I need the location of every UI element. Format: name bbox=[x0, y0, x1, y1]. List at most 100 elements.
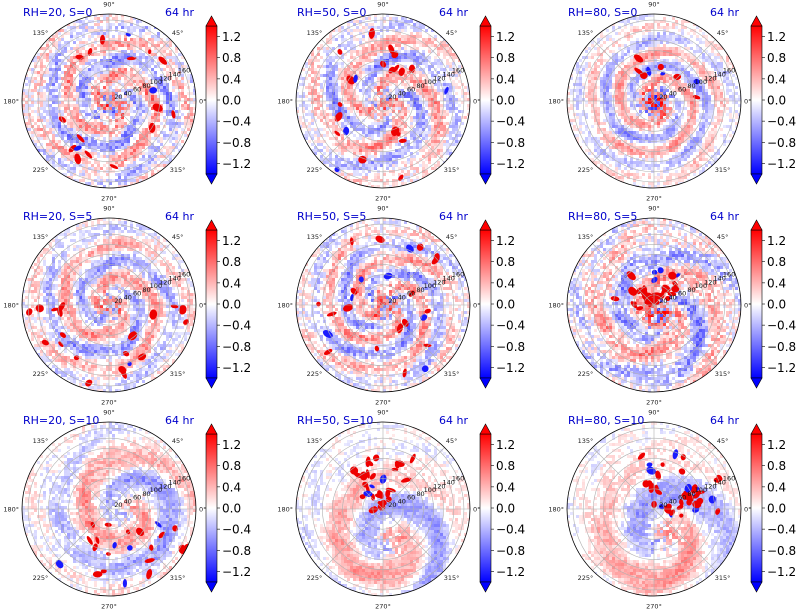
field bbox=[567, 422, 741, 596]
convective-cell bbox=[359, 471, 368, 481]
convective-cell bbox=[690, 484, 698, 494]
convective-cell bbox=[158, 531, 166, 539]
convective-cell bbox=[422, 343, 432, 348]
radial-tick-label: 40 bbox=[669, 293, 677, 301]
theta-tick-label: 0° bbox=[744, 98, 751, 106]
colorbar-tick-label: −0.8 bbox=[496, 544, 525, 558]
polar-grid bbox=[296, 14, 470, 188]
convective-cell bbox=[178, 304, 187, 315]
colorbar-tick-label: 0.8 bbox=[767, 459, 786, 473]
plot-boundary bbox=[566, 217, 742, 393]
colorbar-tick-label: 0.4 bbox=[767, 276, 786, 290]
plot-boundary bbox=[295, 13, 471, 189]
panel-time-label: 64 hr bbox=[165, 210, 194, 223]
convective-cell bbox=[350, 287, 358, 295]
radial-tick-label: 80 bbox=[687, 286, 695, 294]
colorbar-tick-label: 1.2 bbox=[767, 30, 786, 44]
polar-panel: 0°45°90°135°180°225°270°315°20 40 60 80 1001… bbox=[548, 409, 796, 611]
theta-tick-label: 315° bbox=[715, 574, 731, 582]
colorbar-tick-label: −1.2 bbox=[767, 361, 796, 375]
radial-tick-label: 120 bbox=[159, 482, 171, 490]
colorbar-tick-label: 1.2 bbox=[222, 30, 241, 44]
convective-cell bbox=[676, 504, 684, 510]
colorbar-tick-label: −0.4 bbox=[767, 115, 796, 129]
colorbar-extend-max bbox=[479, 15, 492, 27]
convective-cell bbox=[127, 545, 133, 551]
radial-tick-label: 60 bbox=[133, 86, 141, 94]
convective-cell bbox=[149, 544, 154, 552]
radial-tick-label: 140 bbox=[442, 274, 454, 282]
convective-cell bbox=[372, 454, 380, 462]
theta-tick-label: 45° bbox=[446, 233, 458, 241]
radial-tick-label: 100 bbox=[695, 78, 707, 86]
radial-tick-label: 140 bbox=[442, 478, 454, 486]
convective-cell bbox=[424, 308, 431, 314]
theta-tick-label: 0° bbox=[199, 302, 206, 310]
radial-tick-label: 80 bbox=[687, 490, 695, 498]
convective-cell bbox=[375, 235, 385, 243]
radial-tick-label: 20 bbox=[659, 297, 667, 305]
theta-tick-label: 0° bbox=[199, 98, 206, 106]
theta-tick-label: 270° bbox=[375, 603, 391, 611]
panel-title: RH=20, S=5 bbox=[23, 210, 92, 223]
convective-cell bbox=[112, 542, 117, 549]
convective-cell bbox=[99, 34, 105, 45]
convective-cell bbox=[394, 461, 400, 469]
radial-tick-label: 160 bbox=[452, 271, 464, 279]
polar-panel: 0°45°90°135°180°225°270°315°20 40 60 80 1001… bbox=[277, 409, 525, 611]
radial-tick-label: 60 bbox=[407, 86, 415, 94]
colorbar-tick-label: 0.0 bbox=[767, 94, 786, 108]
polar-panel: 0°45°90°135°180°225°270°315°20 40 60 80 1001… bbox=[3, 409, 251, 611]
panel-time-label: 64 hr bbox=[710, 210, 739, 223]
theta-tick-label: 315° bbox=[715, 370, 731, 378]
convective-cell bbox=[377, 490, 384, 499]
convective-cell bbox=[678, 468, 686, 475]
radial-tick-label: 160 bbox=[178, 475, 190, 483]
theta-tick-label: 315° bbox=[444, 574, 460, 582]
theta-tick-label: 45° bbox=[446, 437, 458, 445]
radial-tick-label: 120 bbox=[159, 74, 171, 82]
theta-tick-label: 270° bbox=[101, 603, 117, 611]
theta-tick-label: 135° bbox=[578, 437, 594, 445]
colorbar-tick-label: −1.2 bbox=[222, 361, 251, 375]
colorbar-extend-max bbox=[479, 423, 492, 435]
convective-cell bbox=[334, 130, 341, 136]
colorbar-tick-label: −1.2 bbox=[496, 565, 525, 579]
convective-cell bbox=[675, 272, 681, 278]
radial-tick-label: 60 bbox=[678, 290, 686, 298]
colorbar-tick-label: −0.8 bbox=[496, 340, 525, 354]
convective-cell bbox=[646, 462, 653, 467]
convective-cell bbox=[135, 527, 145, 537]
colorbar-gradient bbox=[479, 433, 492, 583]
theta-tick-label: 45° bbox=[172, 437, 184, 445]
colorbar: 1.2 0.8 0.4 0.0 −0.4 −0.8 −1.2 bbox=[205, 423, 251, 593]
theta-tick-label: 315° bbox=[444, 370, 460, 378]
field bbox=[22, 218, 196, 392]
colorbar-gradient bbox=[750, 25, 763, 175]
colorbar-tick-label: 0.4 bbox=[222, 72, 241, 86]
colorbar: 1.2 0.8 0.4 0.0 −0.4 −0.8 −1.2 bbox=[750, 219, 796, 389]
theta-tick-label: 270° bbox=[375, 195, 391, 203]
convective-cell bbox=[444, 86, 449, 95]
convective-cell bbox=[637, 452, 646, 460]
convective-cell bbox=[122, 578, 127, 588]
radial-tick-label: 160 bbox=[723, 271, 735, 279]
convective-cell bbox=[73, 355, 80, 361]
convective-cell bbox=[657, 63, 664, 71]
radial-tick-label: 20 bbox=[388, 501, 396, 509]
polar-panel: 0°45°90°135°180°225°270°315°20 40 60 80 1001… bbox=[548, 205, 796, 407]
theta-tick-label: 180° bbox=[3, 98, 19, 106]
convective-cell bbox=[374, 345, 380, 352]
convective-cell bbox=[148, 49, 152, 54]
theta-tick-label: 315° bbox=[170, 574, 186, 582]
theta-tick-label: 180° bbox=[3, 302, 19, 310]
colorbar-extend-min bbox=[205, 173, 218, 185]
convective-cell bbox=[369, 472, 376, 480]
radial-tick-label: 140 bbox=[713, 70, 725, 78]
radial-tick-label: 100 bbox=[424, 282, 436, 290]
theta-tick-label: 135° bbox=[578, 29, 594, 37]
polar-grid bbox=[567, 14, 741, 188]
theta-tick-label: 0° bbox=[744, 506, 751, 514]
convective-cell bbox=[666, 503, 672, 510]
colorbar-gradient bbox=[205, 433, 218, 583]
